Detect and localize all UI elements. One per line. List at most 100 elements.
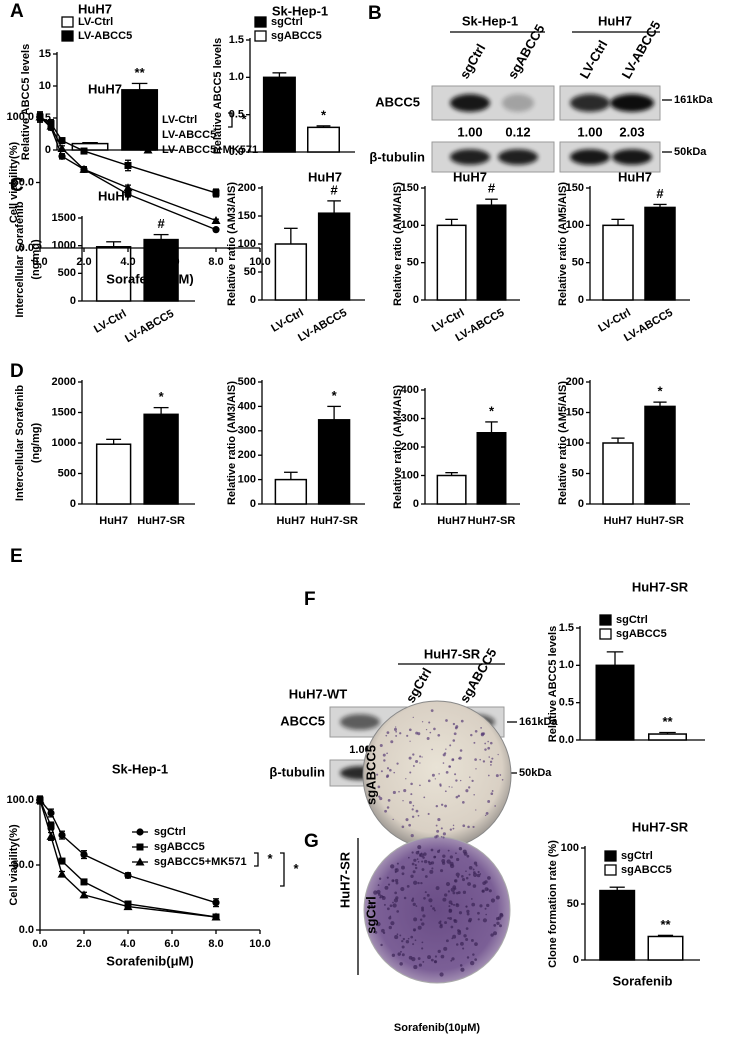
colony <box>472 953 475 956</box>
data-point <box>124 161 132 169</box>
colony <box>487 746 491 750</box>
colony <box>411 899 414 902</box>
colony <box>448 905 451 908</box>
bar <box>647 935 684 961</box>
x-tick-label: LV-ABCC5 <box>123 308 176 345</box>
data-point <box>80 878 88 886</box>
colony <box>491 757 494 760</box>
colony <box>475 864 478 867</box>
colony <box>395 881 399 885</box>
colony <box>469 960 475 966</box>
colony <box>405 940 410 944</box>
colony <box>412 765 415 767</box>
y-tick-label: 0 <box>413 294 419 306</box>
colony <box>421 947 424 950</box>
colony <box>385 775 389 778</box>
colony <box>421 860 424 863</box>
colony <box>465 870 467 873</box>
colony <box>415 731 419 735</box>
colony <box>408 823 412 827</box>
colony <box>450 887 456 892</box>
y-axis-label: Relative ABCC5 levels <box>20 44 32 160</box>
size-marker: 50kDa <box>674 146 707 158</box>
colony <box>477 911 480 915</box>
colony <box>410 834 414 838</box>
colony <box>415 851 420 855</box>
lane-label: sgABCC5 <box>505 22 548 81</box>
colony <box>495 774 499 778</box>
colony <box>489 760 493 764</box>
colony <box>401 865 405 870</box>
y-axis-label: (ng/mg) <box>30 423 42 464</box>
colony <box>376 921 381 927</box>
colony <box>395 868 398 871</box>
colony <box>410 793 413 796</box>
colony <box>376 889 381 894</box>
data-point <box>47 809 55 817</box>
colony <box>486 903 490 908</box>
row-label: sgABCC5 <box>363 745 378 805</box>
significance: * <box>267 851 273 866</box>
colony <box>475 768 477 770</box>
data-point <box>211 912 221 921</box>
colony <box>456 857 460 862</box>
colony <box>493 931 498 936</box>
colony <box>401 939 404 943</box>
colony <box>477 870 480 874</box>
legend-label: sgABCC5+MK571 <box>154 856 247 868</box>
colony <box>419 784 421 787</box>
x-tick-label: HuH7 <box>99 515 128 527</box>
colony <box>411 851 414 854</box>
colony <box>401 825 405 829</box>
colony <box>450 925 454 929</box>
y-tick-label: 0.0 <box>229 146 244 158</box>
colony <box>484 887 489 892</box>
chart-title: HuH7-SR <box>632 819 689 834</box>
colony <box>443 946 448 951</box>
y-axis-label: Relative ABCC5 levels <box>547 626 559 742</box>
colony <box>501 778 504 781</box>
colony <box>472 872 478 877</box>
bar <box>602 224 634 301</box>
colony <box>434 960 437 963</box>
legend-label: sgABCC5 <box>616 628 667 640</box>
y-axis-label: Relative ratio (AM4/AIS) <box>392 182 404 306</box>
y-tick-label: 200 <box>401 441 419 453</box>
x-tick-label: 2.0 <box>76 938 91 950</box>
y-tick-label: 50 <box>244 266 256 278</box>
colony <box>428 898 433 903</box>
colony <box>397 952 401 956</box>
colony <box>465 876 469 880</box>
y-tick-label: 5 <box>45 112 51 124</box>
significance: # <box>157 216 165 231</box>
colony <box>491 790 494 792</box>
colony <box>455 779 458 782</box>
significance: # <box>488 181 496 196</box>
colony <box>383 759 386 762</box>
colony <box>447 890 451 893</box>
y-tick-label: 1.0 <box>559 659 574 671</box>
y-tick-label: 150 <box>566 406 584 418</box>
y-axis-label: Cell viability(%) <box>8 824 20 906</box>
data-point <box>123 902 133 911</box>
colony <box>401 953 405 957</box>
y-axis-label: Relative ratio (AM5/AIS) <box>557 381 569 505</box>
colony <box>401 872 405 876</box>
bar <box>317 419 351 505</box>
colony <box>473 861 478 865</box>
colony <box>467 919 471 923</box>
colony <box>394 871 397 874</box>
colony <box>387 883 391 886</box>
y-tick-label: 1500 <box>52 406 76 418</box>
legend-label: sgABCC5 <box>271 30 322 42</box>
colony <box>394 935 399 940</box>
data-point <box>58 137 66 145</box>
x-tick-label: HuH7-SR <box>310 515 358 527</box>
colony <box>446 859 451 864</box>
caption: Sorafenib(10μM) <box>394 1022 481 1034</box>
data-point <box>35 795 45 804</box>
chart-title: HuH7-SR <box>632 579 689 594</box>
colony <box>472 825 475 829</box>
colony <box>445 770 449 774</box>
y-axis-label: Intercellular Sorafenib <box>14 385 26 501</box>
